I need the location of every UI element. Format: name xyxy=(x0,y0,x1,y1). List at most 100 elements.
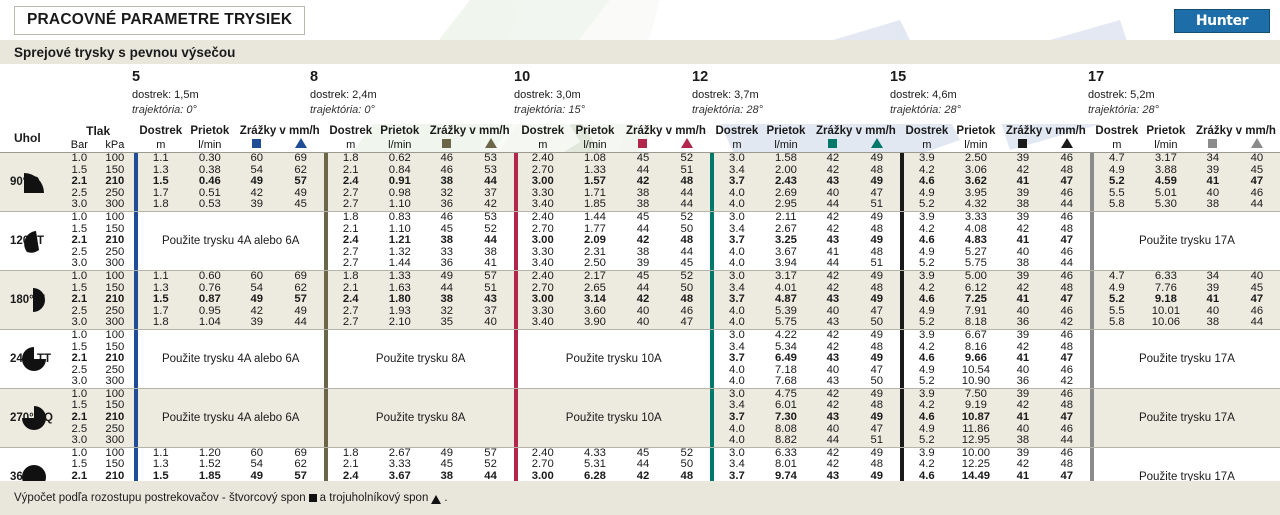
value-dostrek: 3.00 xyxy=(531,175,554,188)
column-separator xyxy=(323,294,328,306)
value-dostrek: 3.4 xyxy=(729,458,745,471)
value-zrazky-square: 39 xyxy=(1016,152,1030,164)
value-dostrek: 3.4 xyxy=(729,340,745,353)
value-prietok: 5.01 xyxy=(1154,186,1177,199)
column-separator xyxy=(1089,329,1094,342)
value-zrazky-square: 39 xyxy=(250,198,264,211)
value-zrazky-square: 34 xyxy=(1206,269,1220,282)
column-separator xyxy=(323,211,328,224)
value-zrazky-square: 32 xyxy=(440,186,454,199)
pressure-bar: 1.0 xyxy=(71,269,88,282)
value-zrazky-triangle: 44 xyxy=(484,234,497,247)
value-dostrek: 2.70 xyxy=(531,281,554,294)
value-zrazky-triangle: 48 xyxy=(870,163,884,176)
column-separator xyxy=(513,435,518,448)
column-separator xyxy=(899,329,904,342)
value-zrazky-triangle: 69 xyxy=(294,152,307,164)
value-zrazky-square: 42 xyxy=(250,186,264,199)
value-dostrek: 2.4 xyxy=(342,234,359,247)
value-zrazky-square: 46 xyxy=(440,152,454,164)
value-dostrek: 5.2 xyxy=(919,316,935,329)
pressure-bar: 1.5 xyxy=(71,163,88,176)
value-dostrek: 5.2 xyxy=(1108,293,1125,306)
angle-group-120T: 120° T xyxy=(0,211,63,271)
value-zrazky-square: 41 xyxy=(1016,293,1030,306)
value-prietok: 3.17 xyxy=(1154,152,1177,164)
value-zrazky-triangle: 57 xyxy=(484,446,497,459)
value-prietok: 8.16 xyxy=(964,340,987,353)
value-prietok: 4.83 xyxy=(964,234,987,247)
column-separator xyxy=(1089,423,1094,436)
value-prietok: 10.00 xyxy=(961,446,991,459)
value-zrazky-square: 43 xyxy=(826,470,840,483)
value-dostrek: 4.0 xyxy=(729,434,745,447)
value-zrazky-square: 42 xyxy=(636,293,650,306)
value-zrazky-square: 60 xyxy=(250,446,264,459)
value-prietok: 9.74 xyxy=(774,470,797,483)
value-zrazky-triangle: 40 xyxy=(1250,269,1264,282)
value-zrazky-square: 39 xyxy=(1016,328,1030,341)
header-zrazky: Zrážky v mm/h xyxy=(239,125,320,137)
value-zrazky-square: 41 xyxy=(1016,175,1030,188)
value-zrazky-square: 60 xyxy=(250,269,264,282)
value-zrazky-square: 38 xyxy=(636,198,650,211)
nozzle-trajectory: trajektória: 0° xyxy=(132,104,197,116)
value-dostrek: 4.0 xyxy=(729,186,745,199)
value-zrazky-triangle: 48 xyxy=(870,222,884,235)
value-zrazky-square: 36 xyxy=(1016,375,1030,388)
header-dostrek: Dostrek xyxy=(905,125,949,137)
value-zrazky-triangle: 44 xyxy=(294,316,307,329)
pressure-kpa: 100 xyxy=(105,269,125,282)
value-dostrek: 1.8 xyxy=(152,316,169,329)
table-row: 2.1 210 1.5 0.87 49 57 2.4 1.80 38 43 3.00 3.14 42 48… xyxy=(0,294,1280,306)
value-zrazky-triangle: 49 xyxy=(870,293,884,306)
value-zrazky-triangle: 50 xyxy=(680,281,694,294)
value-zrazky-triangle: 37 xyxy=(484,304,497,317)
pressure-bar: 1.0 xyxy=(71,328,88,341)
value-dostrek: 1.8 xyxy=(152,198,169,211)
value-prietok: 5.34 xyxy=(774,340,797,353)
value-zrazky-square: 40 xyxy=(1016,363,1030,376)
value-zrazky-triangle: 44 xyxy=(1060,434,1074,447)
value-dostrek: 1.3 xyxy=(152,458,169,471)
column-separator xyxy=(513,400,518,413)
table-row: 90° Q 1.0 100 1.1 0.30 60 69 1.8 0.62 46 53 2.40 1.0… xyxy=(0,152,1280,212)
header-triangle-icon xyxy=(1044,138,1090,153)
value-zrazky-triangle: 51 xyxy=(870,434,884,447)
column-separator xyxy=(899,447,904,460)
column-separator xyxy=(133,435,138,448)
value-zrazky-triangle: 47 xyxy=(1060,234,1074,247)
column-separator xyxy=(133,376,138,389)
header-unit-m: m xyxy=(1112,138,1122,151)
nozzle-trajectory: trajektória: 15° xyxy=(514,104,586,116)
value-prietok: 1.63 xyxy=(388,281,411,294)
column-separator xyxy=(1089,388,1094,401)
value-zrazky-triangle: 47 xyxy=(1250,293,1264,306)
column-separator xyxy=(899,270,904,283)
header-square-icon xyxy=(622,138,664,153)
column-separator xyxy=(1089,447,1094,460)
column-separator xyxy=(513,353,518,365)
value-dostrek: 2.1 xyxy=(342,458,359,471)
page-header: PRACOVNÉ PARAMETRE TRYSIEK Hunter xyxy=(0,0,1280,40)
angle-group-270TQ: 270° TQ xyxy=(0,388,63,448)
value-dostrek: 2.7 xyxy=(342,257,359,270)
header-prietok: Prietok xyxy=(575,125,615,137)
value-prietok: 6.01 xyxy=(774,399,797,412)
pressure-kpa: 100 xyxy=(105,446,125,459)
value-prietok: 0.76 xyxy=(198,281,221,294)
pressure-bar: 2.1 xyxy=(71,470,88,483)
value-zrazky-square: 38 xyxy=(440,293,454,306)
value-zrazky-triangle: 49 xyxy=(870,446,884,459)
value-dostrek: 3.0 xyxy=(729,387,745,400)
page-title: PRACOVNÉ PARAMETRE TRYSIEK xyxy=(14,6,306,35)
value-zrazky-triangle: 47 xyxy=(1060,470,1074,483)
value-zrazky-square: 39 xyxy=(1206,281,1220,294)
value-zrazky-triangle: 49 xyxy=(870,411,884,424)
value-zrazky-square: 44 xyxy=(826,257,840,270)
value-prietok: 3.06 xyxy=(964,163,987,176)
value-zrazky-triangle: 51 xyxy=(680,163,694,176)
value-prietok: 5.31 xyxy=(583,458,606,471)
value-dostrek: 5.2 xyxy=(1108,175,1125,188)
value-prietok: 11.86 xyxy=(962,422,990,435)
